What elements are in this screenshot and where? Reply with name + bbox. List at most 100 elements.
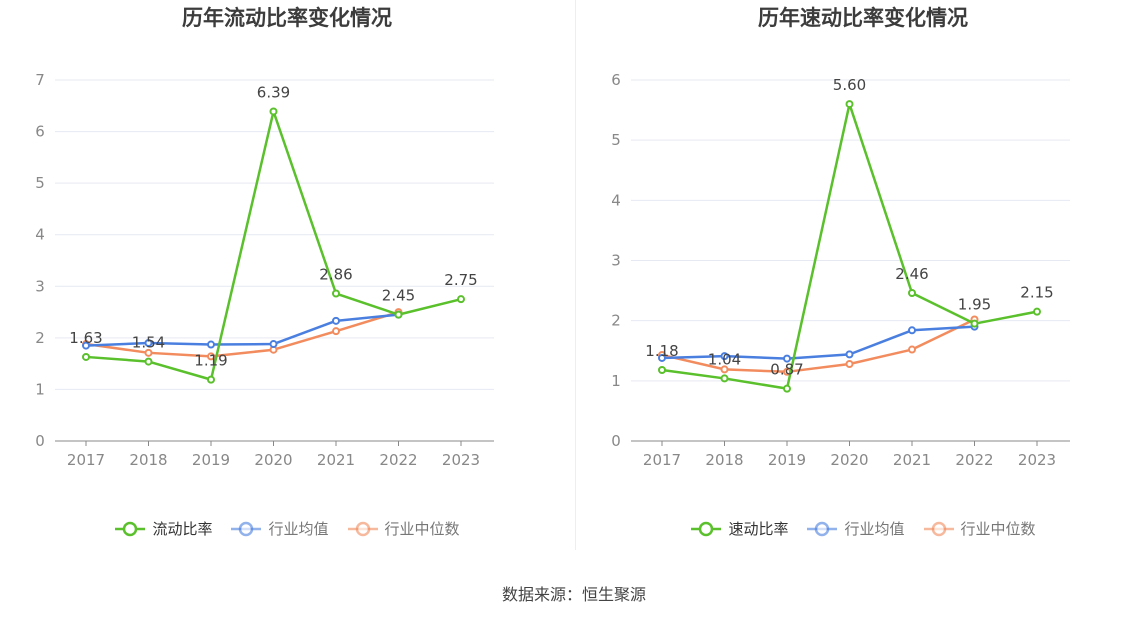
y-tick-label: 6 xyxy=(35,123,45,141)
x-tick-label: 2017 xyxy=(643,451,681,469)
y-tick-label: 7 xyxy=(35,71,45,89)
industry_avg-line xyxy=(661,325,975,360)
data-label: 1.19 xyxy=(194,352,227,370)
industry_avg-point xyxy=(82,341,90,350)
y-tick-label: 5 xyxy=(611,131,621,149)
legend-symbol-icon xyxy=(923,521,954,536)
legend-symbol-icon xyxy=(115,521,146,536)
company-point xyxy=(394,310,403,319)
x-tick-label: 2021 xyxy=(893,451,931,469)
x-tick-label: 2018 xyxy=(129,451,167,469)
company-point xyxy=(144,357,153,366)
legend-item-industry_avg[interactable]: 行业均值 xyxy=(806,518,905,539)
legend-symbol-icon xyxy=(231,521,262,536)
legend-label: 行业均值 xyxy=(844,520,905,538)
legend-item-industry_median[interactable]: 行业中位数 xyxy=(923,518,1036,539)
company-point xyxy=(658,366,666,375)
legend-symbol-icon xyxy=(347,521,378,536)
quick-ratio-chart: 0 1 2 3 4 5 6 2017 2018 2019 2020 2021 2022 2023 1.18 1… xyxy=(611,71,1070,469)
data-label: 5.60 xyxy=(833,76,866,94)
industry_avg-point xyxy=(207,340,215,349)
legend-label: 行业中位数 xyxy=(960,520,1036,538)
y-tick-label: 1 xyxy=(35,380,45,398)
company-point xyxy=(269,107,278,116)
y-tick-label: 3 xyxy=(35,277,45,295)
data-label: 1.18 xyxy=(645,342,678,360)
industry_median-point xyxy=(332,327,340,336)
quick-ratio-panel: 历年速动比率变化情况 0 1 2 3 4 5 6 2017 2018 2019 2020 2021 20… xyxy=(576,0,1148,560)
data-label: 1.54 xyxy=(132,334,165,352)
legend-label: 行业均值 xyxy=(268,520,329,538)
industry_median-point xyxy=(207,352,215,361)
y-tick-label: 5 xyxy=(35,174,45,192)
industry_avg-point xyxy=(720,352,729,361)
company-point xyxy=(845,100,854,109)
industry_median-point xyxy=(845,359,854,368)
y-tick-label: 0 xyxy=(611,432,621,450)
legend-item-company[interactable]: 速动比率 xyxy=(690,518,788,539)
x-tick-label: 2020 xyxy=(830,451,868,469)
company-point xyxy=(720,374,729,383)
industry_avg-point xyxy=(658,353,666,362)
y-tick-label: 6 xyxy=(611,71,621,89)
y-tick-label: 2 xyxy=(611,312,621,330)
x-tick-label: 2021 xyxy=(317,451,355,469)
y-tick-label: 4 xyxy=(35,226,45,244)
data-label: 2.75 xyxy=(444,271,477,289)
legend-label: 速动比率 xyxy=(728,520,789,538)
chart-title: 历年速动比率变化情况 xyxy=(758,6,968,30)
legend: 流动比率 行业均值 行业中位数 xyxy=(0,518,574,539)
legend-marker xyxy=(355,521,370,536)
company-point xyxy=(1033,307,1041,316)
legend: 速动比率 行业均值 行业中位数 xyxy=(576,518,1148,539)
industry_avg-point xyxy=(144,339,153,348)
legend-symbol-icon xyxy=(807,521,838,536)
x-tick-label: 2020 xyxy=(254,451,292,469)
x-tick-label: 2023 xyxy=(442,451,480,469)
industry_avg-point xyxy=(783,354,791,363)
industry_median-line xyxy=(85,310,399,358)
company-point xyxy=(332,289,340,298)
company-point xyxy=(970,319,979,328)
data-label: 2.86 xyxy=(319,266,352,284)
x-tick-label: 2022 xyxy=(955,451,993,469)
legend-item-company[interactable]: 流动比率 xyxy=(114,518,212,539)
legend-item-industry_median[interactable]: 行业中位数 xyxy=(347,518,460,539)
current-ratio-chart: 0 1 2 3 4 5 6 7 2017 2018 2019 2020 2021 2022 2023 1.63… xyxy=(35,71,494,469)
industry_median-point xyxy=(720,365,729,374)
x-tick-label: 2022 xyxy=(379,451,417,469)
data-label: 1.95 xyxy=(958,296,991,314)
x-tick-label: 2017 xyxy=(67,451,105,469)
data-label: 1.04 xyxy=(708,350,741,368)
data-label: 6.39 xyxy=(257,83,290,101)
y-tick-label: 1 xyxy=(611,372,621,390)
industry_avg-point xyxy=(332,316,340,325)
company-point xyxy=(82,352,90,361)
data-label: 1.63 xyxy=(69,329,102,347)
legend-label: 行业中位数 xyxy=(384,520,460,538)
legend-marker xyxy=(123,521,138,536)
industry_median-line xyxy=(661,318,976,374)
industry_median-point xyxy=(908,345,916,354)
industry_avg-point xyxy=(845,350,854,359)
data-label: 2.45 xyxy=(382,287,415,305)
y-tick-label: 4 xyxy=(611,191,621,209)
chart-title: 历年流动比率变化情况 xyxy=(182,6,392,30)
current-ratio-panel: 历年流动比率变化情况 0 1 2 3 4 5 6 7 2017 2018 2019 2020 2021 2… xyxy=(0,0,574,560)
industry_avg-point xyxy=(269,340,278,349)
x-tick-label: 2023 xyxy=(1018,451,1056,469)
company-point xyxy=(457,295,465,304)
x-tick-label: 2019 xyxy=(192,451,230,469)
legend-item-industry_avg[interactable]: 行业均值 xyxy=(230,518,329,539)
x-tick-label: 2018 xyxy=(705,451,743,469)
company-point xyxy=(908,288,916,297)
panel-divider xyxy=(575,0,576,550)
company-line xyxy=(661,102,1038,390)
data-label: 2.15 xyxy=(1020,284,1053,302)
x-tick-label: 2019 xyxy=(768,451,806,469)
legend-symbol-icon xyxy=(691,521,722,536)
legend-marker xyxy=(931,521,946,536)
legend-label: 流动比率 xyxy=(152,520,213,538)
y-tick-label: 3 xyxy=(611,252,621,270)
y-tick-label: 0 xyxy=(35,432,45,450)
